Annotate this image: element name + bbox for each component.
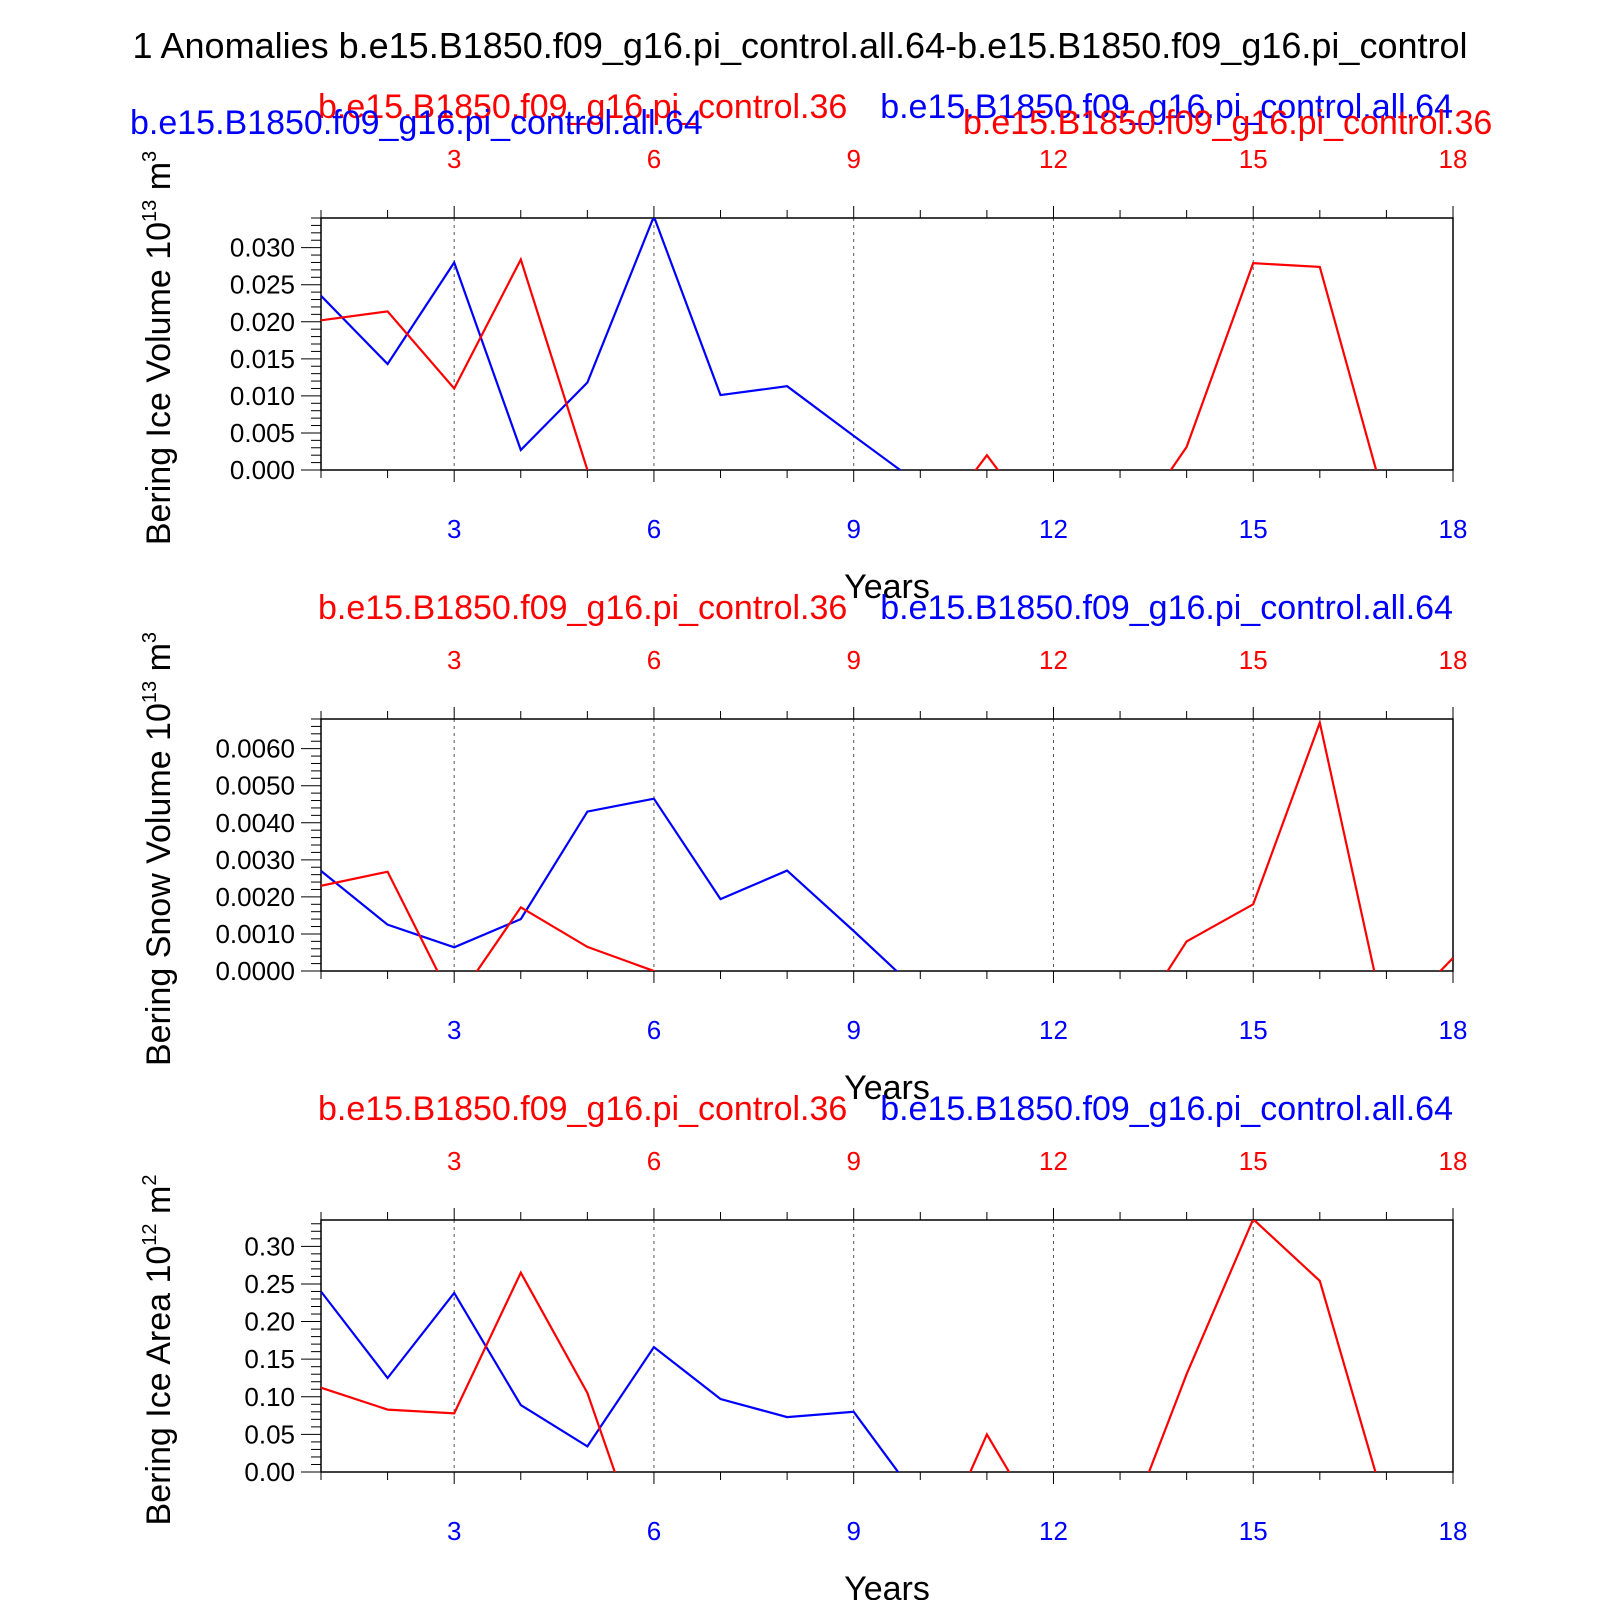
y-tick-label: 0.15 — [244, 1344, 295, 1374]
x-tick-label-top: 12 — [1039, 645, 1068, 675]
series-line-red — [321, 1220, 1377, 1472]
x-tick-label-top: 9 — [846, 144, 860, 174]
x-tick-label-bottom: 3 — [447, 1516, 461, 1546]
series-line-blue — [321, 797, 899, 971]
x-tick-label-bottom: 3 — [447, 1015, 461, 1045]
x-tick-label-bottom: 15 — [1239, 514, 1268, 544]
x-tick-label-top: 6 — [647, 645, 661, 675]
plot-frame — [320, 718, 1454, 972]
figure-title: 1 Anomalies b.e15.B1850.f09_g16.pi_contr… — [132, 25, 1467, 66]
chart-panel-1: 0.000 0.005 0.010 0.015 0.020 0.025 0.030 3 6 9 12… — [130, 88, 1492, 606]
y-tick-label: 0.020 — [230, 307, 295, 337]
series-label-blue-top: b.e15.B1850.f09_g16.pi_control.all.64 — [880, 88, 1453, 126]
x-tick-label-top: 12 — [1039, 144, 1068, 174]
y-tick-label: 0.015 — [230, 344, 295, 374]
series-label-red-second: b.e15.B1850.f09_g16.pi_control.36 — [963, 104, 1492, 142]
plot-frame — [320, 1219, 1454, 1473]
y-tick-label: 0.20 — [244, 1307, 295, 1337]
series-label-blue-top: b.e15.B1850.f09_g16.pi_control.all.64 — [880, 589, 1453, 627]
series-label-red-top: b.e15.B1850.f09_g16.pi_control.36 — [318, 589, 847, 627]
y-tick-label: 0.25 — [244, 1269, 295, 1299]
y-tick-label: 0.0040 — [215, 808, 295, 838]
x-tick-label-top: 6 — [647, 1146, 661, 1176]
x-tick-label-bottom: 12 — [1039, 514, 1068, 544]
x-tick-label-top: 3 — [447, 645, 461, 675]
x-tick-label-top: 18 — [1439, 1146, 1468, 1176]
plot-area — [321, 719, 1453, 971]
x-tick-label-bottom: 6 — [647, 514, 661, 544]
y-tick-label: 0.030 — [230, 233, 295, 263]
y-tick-label: 0.10 — [244, 1382, 295, 1412]
series-line-blue — [321, 218, 903, 470]
y-tick-label: 0.025 — [230, 270, 295, 300]
series-line-red — [321, 719, 1453, 971]
chart-panel-3: 0.00 0.05 0.10 0.15 0.20 0.25 0.30 3 6 9 12 15 18 3 6 9… — [139, 1090, 1467, 1600]
y-tick-label: 0.00 — [244, 1457, 295, 1487]
y-tick-label: 0.0030 — [215, 845, 295, 875]
y-tick-label: 0.000 — [230, 455, 295, 485]
x-tick-label-top: 6 — [647, 144, 661, 174]
y-tick-label: 0.30 — [244, 1231, 295, 1261]
x-axis-label: Years — [844, 568, 930, 606]
x-tick-label-bottom: 6 — [647, 1516, 661, 1546]
series-line-red — [321, 256, 1378, 470]
x-tick-label-bottom: 9 — [846, 1015, 860, 1045]
x-tick-label-top: 3 — [447, 144, 461, 174]
x-tick-label-bottom: 15 — [1239, 1516, 1268, 1546]
x-axis-label: Years — [844, 1069, 930, 1107]
x-tick-label-top: 15 — [1239, 1146, 1268, 1176]
plot-area — [321, 1220, 1377, 1472]
plot-area — [321, 218, 1378, 470]
y-tick-label: 0.0060 — [215, 734, 295, 764]
series-line-blue — [321, 1290, 900, 1472]
series-label-blue-second: b.e15.B1850.f09_g16.pi_control.all.64 — [130, 104, 703, 142]
y-axis-label: Bering Snow Volume 1013 m3 — [139, 632, 178, 1066]
y-axis-label: Bering Ice Area 1012 m2 — [139, 1175, 178, 1526]
x-tick-label-top: 9 — [846, 1146, 860, 1176]
x-tick-label-top: 18 — [1439, 144, 1468, 174]
x-tick-label-top: 15 — [1239, 144, 1268, 174]
x-tick-label-bottom: 15 — [1239, 1015, 1268, 1045]
y-tick-label: 0.0050 — [215, 771, 295, 801]
y-tick-label: 0.005 — [230, 418, 295, 448]
x-tick-label-bottom: 18 — [1439, 514, 1468, 544]
y-axis-label: Bering Ice Volume 1013 m3 — [139, 151, 178, 545]
chart-panel-2: 0.0000 0.0010 0.0020 0.0030 0.0040 0.0050 0.00… — [139, 589, 1467, 1107]
y-tick-label: 0.0020 — [215, 882, 295, 912]
y-tick-label: 0.05 — [244, 1419, 295, 1449]
x-tick-label-bottom: 9 — [846, 514, 860, 544]
x-tick-label-top: 9 — [846, 645, 860, 675]
x-tick-label-top: 12 — [1039, 1146, 1068, 1176]
series-label-red-top: b.e15.B1850.f09_g16.pi_control.36 — [318, 1090, 847, 1128]
series-label-red-top: b.e15.B1850.f09_g16.pi_control.36 — [318, 88, 847, 126]
series-label-blue-top: b.e15.B1850.f09_g16.pi_control.all.64 — [880, 1090, 1453, 1128]
x-tick-label-bottom: 9 — [846, 1516, 860, 1546]
x-tick-label-bottom: 18 — [1439, 1516, 1468, 1546]
x-tick-label-bottom: 18 — [1439, 1015, 1468, 1045]
x-tick-label-bottom: 12 — [1039, 1516, 1068, 1546]
x-axis-label: Years — [844, 1570, 930, 1600]
x-tick-label-top: 3 — [447, 1146, 461, 1176]
x-tick-label-top: 15 — [1239, 645, 1268, 675]
x-tick-label-top: 18 — [1439, 645, 1468, 675]
y-tick-label: 0.010 — [230, 381, 295, 411]
plot-frame — [320, 217, 1454, 471]
x-tick-label-bottom: 3 — [447, 514, 461, 544]
y-tick-label: 0.0010 — [215, 919, 295, 949]
y-tick-label: 0.0000 — [215, 956, 295, 986]
x-tick-label-bottom: 6 — [647, 1015, 661, 1045]
x-tick-label-bottom: 12 — [1039, 1015, 1068, 1045]
